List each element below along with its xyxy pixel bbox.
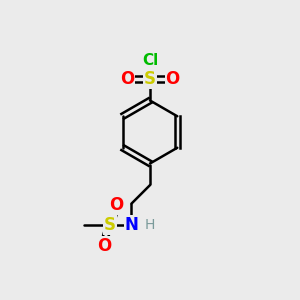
- Text: N: N: [124, 216, 138, 234]
- Text: S: S: [104, 216, 116, 234]
- Text: Cl: Cl: [142, 53, 158, 68]
- Text: O: O: [165, 70, 180, 88]
- Text: S: S: [144, 70, 156, 88]
- Text: O: O: [97, 237, 111, 255]
- Text: H: H: [145, 218, 155, 232]
- Text: O: O: [109, 196, 123, 214]
- Text: O: O: [120, 70, 135, 88]
